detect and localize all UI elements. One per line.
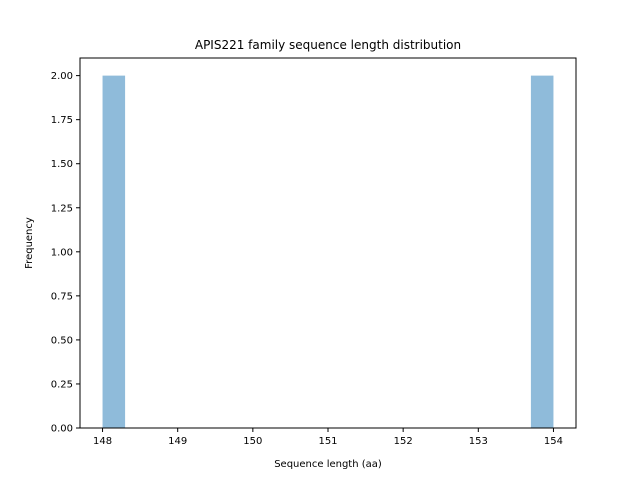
x-tick-label: 150 [243, 436, 262, 447]
x-tick-label: 149 [168, 436, 187, 447]
y-axis-ticks: 0.00 0.25 0.50 0.75 1.00 1.25 1.50 1.75 2.00 [51, 71, 80, 435]
y-tick-label: 2.00 [51, 71, 73, 82]
x-tick-label: 152 [394, 436, 413, 447]
y-axis-label: Frequency [24, 217, 35, 269]
plot-frame [79, 57, 577, 429]
y-tick-label: 1.50 [51, 159, 73, 170]
x-tick-label: 148 [93, 436, 112, 447]
x-axis-ticks: 148 149 150 151 152 153 154 [93, 428, 563, 447]
histogram-bar-0 [102, 75, 126, 428]
y-tick-label: 0.00 [51, 424, 73, 435]
x-tick-label: 153 [469, 436, 488, 447]
x-axis-label: Sequence length (aa) [274, 459, 382, 470]
bars-group [102, 75, 554, 428]
y-tick-label: 1.75 [51, 115, 73, 126]
y-tick-label: 0.50 [51, 335, 73, 346]
y-tick-label: 0.75 [51, 291, 73, 302]
chart-title: APIS221 family sequence length distribut… [195, 38, 461, 52]
x-tick-label: 154 [544, 436, 563, 447]
y-tick-label: 0.25 [51, 379, 73, 390]
x-tick-label: 151 [318, 436, 337, 447]
histogram-bar-1 [530, 75, 554, 428]
y-tick-label: 1.25 [51, 203, 73, 214]
y-tick-label: 1.00 [51, 247, 73, 258]
